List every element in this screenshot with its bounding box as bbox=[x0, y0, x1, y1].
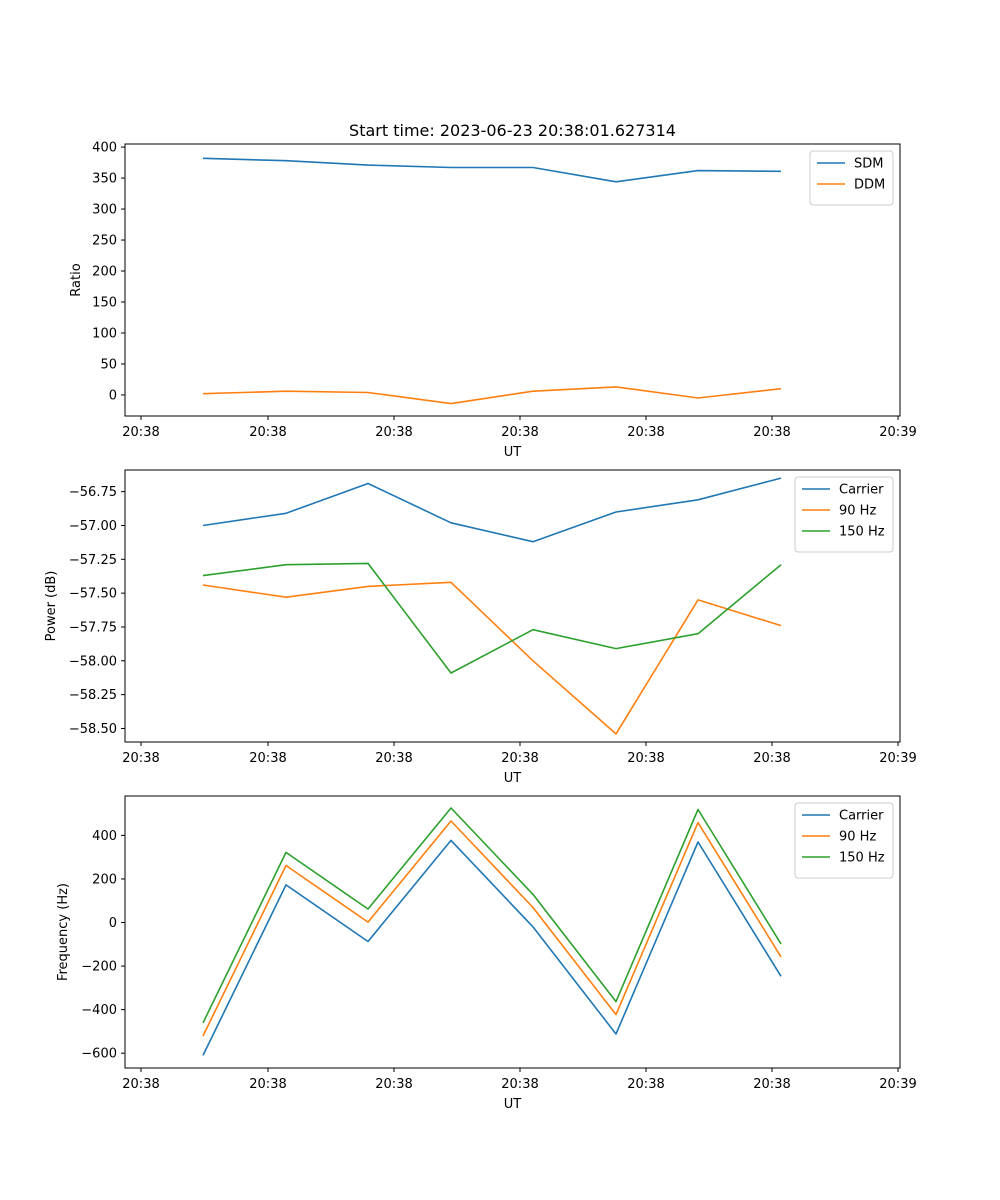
legend-label: Carrier bbox=[839, 483, 884, 498]
y-tick-label: 400 bbox=[92, 829, 117, 844]
x-axis-label: UT bbox=[504, 771, 522, 786]
y-tick-label: 400 bbox=[92, 141, 117, 156]
x-tick-label: 20:39 bbox=[879, 425, 916, 440]
y-tick-label: −400 bbox=[81, 1003, 117, 1018]
y-tick-label: 200 bbox=[92, 265, 117, 280]
series-line-150-hz bbox=[202, 562, 782, 674]
x-tick-label: 20:38 bbox=[627, 751, 664, 766]
y-tick-label: −57.75 bbox=[69, 620, 117, 635]
x-tick-label: 20:38 bbox=[375, 751, 412, 766]
x-tick-label: 20:38 bbox=[501, 425, 538, 440]
legend-label: 150 Hz bbox=[839, 525, 885, 540]
legend: Carrier 90 Hz 150 Hz bbox=[794, 802, 894, 879]
legend-label: 90 Hz bbox=[839, 504, 876, 519]
x-tick-label: 20:38 bbox=[122, 1077, 159, 1092]
legend-label: 90 Hz bbox=[839, 830, 876, 845]
series-line-150-hz bbox=[202, 807, 782, 1024]
x-tick-label: 20:38 bbox=[501, 1077, 538, 1092]
chart-title: Start time: 2023-06-23 20:38:01.627314 bbox=[349, 121, 676, 140]
y-tick-label: 50 bbox=[100, 357, 117, 372]
y-tick-label: −57.00 bbox=[69, 519, 117, 534]
y-tick-label: 300 bbox=[92, 203, 117, 218]
y-axis-label: Power (dB) bbox=[44, 571, 59, 642]
y-tick-label: 100 bbox=[92, 326, 117, 341]
series-line-90-hz bbox=[202, 820, 782, 1037]
series-line-ddm bbox=[202, 386, 782, 405]
legend-label: SDM bbox=[854, 157, 883, 172]
y-tick-label: −200 bbox=[81, 960, 117, 975]
x-tick-label: 20:39 bbox=[879, 751, 916, 766]
y-tick-label: 0 bbox=[109, 916, 117, 931]
y-tick-label: −56.75 bbox=[69, 485, 117, 500]
series-line-carrier bbox=[202, 839, 782, 1056]
series-line-sdm bbox=[202, 157, 782, 183]
x-tick-label: 20:38 bbox=[753, 425, 790, 440]
legend-label: Carrier bbox=[839, 809, 884, 824]
x-tick-label: 20:39 bbox=[879, 1077, 916, 1092]
legend: Carrier 90 Hz 150 Hz bbox=[794, 476, 894, 553]
legend: SDM DDM bbox=[809, 150, 894, 206]
x-tick-label: 20:38 bbox=[249, 425, 286, 440]
y-tick-label: 250 bbox=[92, 234, 117, 249]
series-line-90-hz bbox=[202, 581, 782, 735]
x-tick-label: 20:38 bbox=[122, 751, 159, 766]
y-tick-label: −57.25 bbox=[69, 553, 117, 568]
x-tick-label: 20:38 bbox=[249, 1077, 286, 1092]
legend-box bbox=[794, 476, 894, 553]
x-axis-label: UT bbox=[504, 1097, 522, 1112]
x-tick-label: 20:38 bbox=[501, 751, 538, 766]
x-tick-label: 20:38 bbox=[122, 425, 159, 440]
y-tick-label: 150 bbox=[92, 295, 117, 310]
legend-box bbox=[809, 150, 894, 206]
legend-box bbox=[794, 802, 894, 879]
y-tick-label: 350 bbox=[92, 172, 117, 187]
axes-frame bbox=[124, 469, 901, 743]
y-tick-label: −58.00 bbox=[69, 654, 117, 669]
x-tick-label: 20:38 bbox=[627, 425, 664, 440]
x-tick-label: 20:38 bbox=[627, 1077, 664, 1092]
y-tick-label: 0 bbox=[109, 388, 117, 403]
x-tick-label: 20:38 bbox=[753, 1077, 790, 1092]
y-tick-label: 200 bbox=[92, 872, 117, 887]
y-axis-label: Ratio bbox=[69, 263, 84, 296]
y-axis-label: Frequency (Hz) bbox=[56, 883, 71, 981]
axes-frame bbox=[124, 143, 901, 417]
y-tick-label: −600 bbox=[81, 1047, 117, 1062]
x-tick-label: 20:38 bbox=[375, 1077, 412, 1092]
panel-1: Start time: 2023-06-23 20:38:01.627314 0 5… bbox=[69, 121, 917, 460]
series-line-carrier bbox=[202, 477, 782, 543]
y-tick-label: −58.25 bbox=[69, 688, 117, 703]
x-tick-label: 20:38 bbox=[249, 751, 286, 766]
legend-label: 150 Hz bbox=[839, 851, 885, 866]
panel-2: −58.50 −58.25 −58.00 −57.75 −57.50 −57.25 −57.… bbox=[44, 469, 917, 786]
axes-frame bbox=[124, 795, 901, 1069]
x-axis-label: UT bbox=[504, 445, 522, 460]
y-tick-label: −57.50 bbox=[69, 587, 117, 602]
x-tick-label: 20:38 bbox=[375, 425, 412, 440]
y-tick-label: −58.50 bbox=[69, 722, 117, 737]
legend-label: DDM bbox=[854, 178, 885, 193]
x-tick-label: 20:38 bbox=[753, 751, 790, 766]
panel-3: −600 −400 −200 0 200 400 20:38 20:38 20:38 20:38 2… bbox=[56, 795, 917, 1112]
